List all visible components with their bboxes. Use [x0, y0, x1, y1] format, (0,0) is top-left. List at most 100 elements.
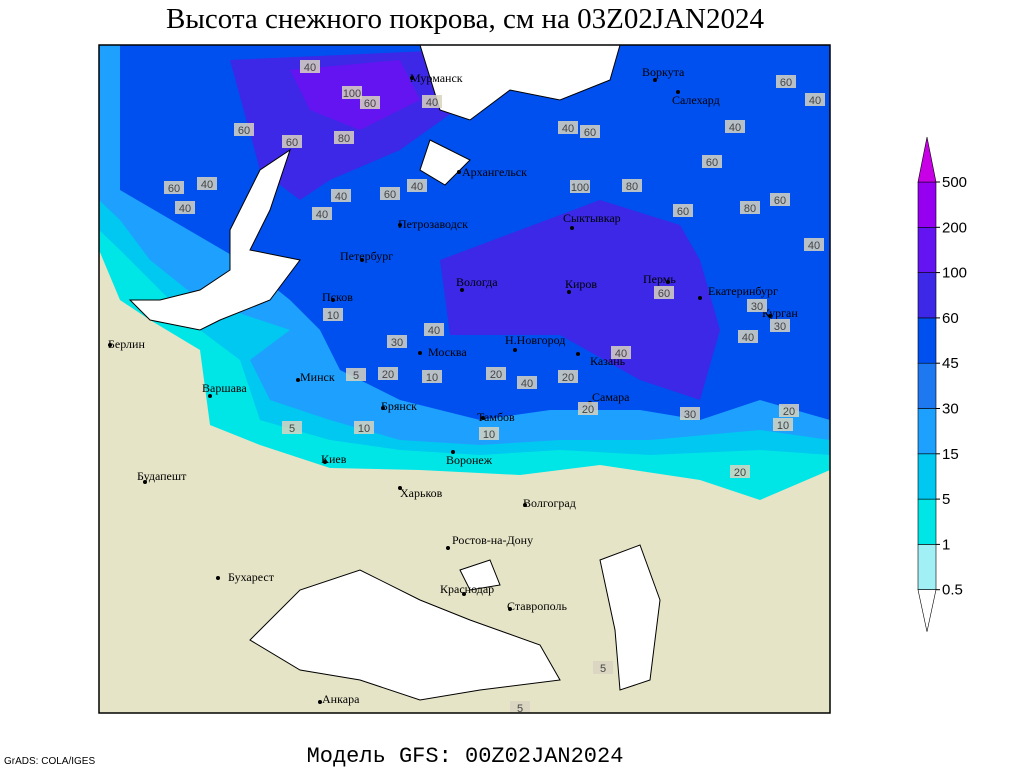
contour-label-box — [593, 661, 613, 674]
contour-label: 40 — [729, 122, 741, 134]
contour-label: 80 — [626, 181, 638, 193]
contour-label: 60 — [780, 77, 792, 89]
city-dot — [653, 78, 657, 82]
contour-label-box — [380, 187, 400, 200]
map: Мурманск Воркута Салехард Архангельск Петроз… — [99, 45, 830, 713]
city-dot — [676, 90, 680, 94]
contour-label: 60 — [774, 195, 786, 207]
city-label: Воркута — [642, 65, 685, 79]
city-dot — [143, 480, 147, 484]
legend-bottom — [917, 589, 937, 632]
contour-label-box — [282, 135, 302, 148]
contour-label-box — [424, 323, 444, 336]
contour-label-box — [331, 189, 351, 202]
legend-swatch — [917, 453, 937, 500]
city-label: Анкара — [322, 692, 360, 706]
contour-label: 60 — [286, 137, 298, 149]
city-dot — [570, 226, 574, 230]
contour-label: 40 — [335, 191, 347, 203]
legend-swatch — [917, 362, 937, 409]
city-label: Варшава — [202, 381, 247, 395]
contour-label: 60 — [706, 157, 718, 169]
legend-label: 200 — [942, 219, 967, 236]
contour-label: 10 — [358, 423, 370, 435]
contour-label: 40 — [411, 181, 423, 193]
contour-label: 40 — [179, 203, 191, 215]
legend-swatch — [917, 544, 937, 591]
city-label: Бухарест — [228, 570, 275, 584]
contour-label: 40 — [809, 95, 821, 107]
city-label: Сыктывкар — [563, 211, 621, 225]
city-label: Брянск — [381, 399, 417, 413]
contour-label: 10 — [777, 420, 789, 432]
contour-label: 60 — [584, 127, 596, 139]
city-label: Краснодар — [440, 582, 494, 596]
contour-label-box — [779, 404, 799, 417]
contour-label-box — [673, 204, 693, 217]
city-label: Ростов-на-Дону — [452, 533, 533, 547]
city-dot — [462, 592, 466, 596]
contour-label: 20 — [582, 404, 594, 416]
contour-label-box — [738, 330, 758, 343]
contour-label: 80 — [744, 203, 756, 215]
contour-label: 20 — [490, 369, 502, 381]
title: Высота снежного покрова, см на 03Z02JAN2… — [166, 3, 764, 35]
contour-label: 60 — [677, 206, 689, 218]
contour-label-box — [622, 179, 642, 192]
contour-label-box — [770, 319, 790, 332]
contour-label-box — [334, 131, 354, 144]
city-dot — [457, 170, 461, 174]
contour-label: 60 — [238, 125, 250, 137]
contour-label-box — [175, 201, 195, 214]
city-dot — [360, 258, 364, 262]
city-dot — [460, 288, 464, 292]
contour-label: 40 — [615, 348, 627, 360]
city-dot — [666, 280, 670, 284]
contour-label-box — [422, 370, 442, 383]
legend-label: 45 — [942, 355, 959, 372]
legend-swatch — [917, 227, 937, 273]
city-label: Архангельск — [462, 165, 527, 179]
legend-swatch — [917, 408, 937, 455]
contour-label-box — [770, 193, 790, 206]
contour-label-box — [422, 95, 442, 108]
contour-label: 40 — [426, 97, 438, 109]
contour-label: 100 — [343, 88, 361, 100]
city-dot — [446, 546, 450, 550]
contour-label-box — [354, 421, 374, 434]
city-dot — [296, 378, 300, 382]
contour-label: 100 — [571, 182, 589, 194]
city-dot — [508, 607, 512, 611]
city-dot — [523, 503, 527, 507]
contour-label-box — [479, 427, 499, 440]
city-label: Ставрополь — [507, 599, 567, 613]
contour-label-box — [611, 346, 631, 359]
city-label: Петербург — [340, 249, 393, 263]
contour-label-box — [323, 308, 343, 321]
contour-label-box — [558, 121, 578, 134]
legend-label: 60 — [942, 310, 959, 327]
contour-label-box — [282, 421, 302, 434]
contour-label: 5 — [353, 370, 359, 382]
contour-label-box — [312, 207, 332, 220]
city-dot — [216, 576, 220, 580]
contour-label-box — [300, 60, 320, 73]
contour-label-box — [346, 368, 366, 381]
footer-credit: GrADS: COLA/IGES — [4, 756, 95, 767]
contour-label-box — [730, 465, 750, 478]
city-dot — [576, 352, 580, 356]
city-label: Екатеринбург — [708, 284, 778, 298]
legend-swatch — [917, 272, 937, 319]
city-dot — [398, 223, 402, 227]
city-dot — [451, 450, 455, 454]
contour-label-box — [197, 177, 217, 190]
contour-label: 40 — [808, 240, 820, 252]
contour-label: 30 — [391, 337, 403, 349]
city-label: Берлин — [108, 337, 145, 351]
city-dot — [398, 486, 402, 490]
footer-model: Модель GFS: 00Z02JAN2024 — [307, 744, 624, 768]
contour-label: 60 — [658, 288, 670, 300]
contour-label-box — [360, 96, 380, 109]
legend-label: 1 — [942, 536, 950, 553]
